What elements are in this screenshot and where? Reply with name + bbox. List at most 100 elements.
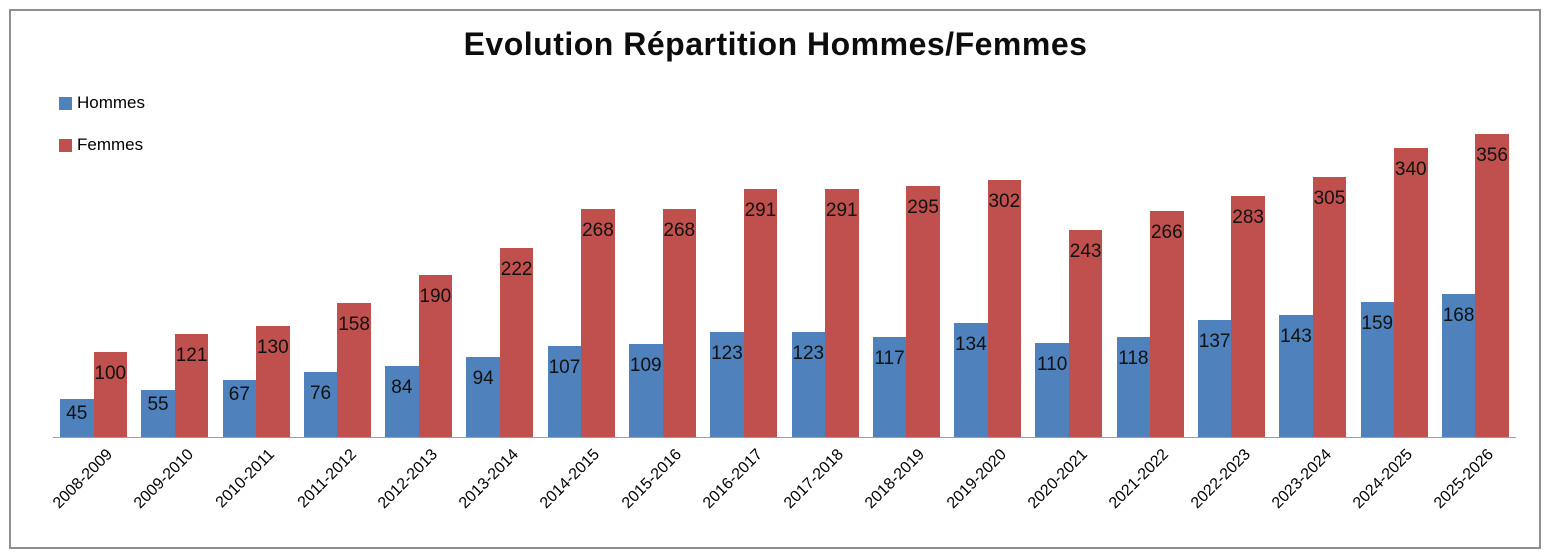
bar-femmes: 340 [1394,148,1428,437]
bar-value-label: 291 [744,200,777,221]
x-axis-label: 2015-2016 [618,446,685,513]
bar-femmes: 100 [93,352,127,437]
bar-value-label: 94 [472,368,494,389]
x-axis-label: 2013-2014 [455,446,523,513]
bar-femmes: 130 [256,326,290,437]
x-axis-label: 2009-2010 [130,446,197,513]
bar-value-label: 268 [663,220,696,241]
bar-hommes: 110 [1035,343,1069,437]
bar-femmes: 295 [906,186,940,437]
bar-value-label: 143 [1280,326,1312,347]
bar-value-label: 67 [228,384,250,405]
bar-femmes: 283 [1231,196,1265,437]
x-axis-label: 2021-2022 [1106,446,1173,513]
bar-value-label: 222 [500,259,533,280]
bar-value-label: 137 [1198,331,1231,352]
bar-femmes: 266 [1150,211,1184,437]
bar-value-label: 158 [338,314,370,335]
x-axis-label: 2019-2020 [943,446,1010,513]
bar-hommes: 45 [60,399,94,437]
x-axis-label: 2010-2011 [212,446,279,512]
bar-hommes: 76 [303,372,338,437]
bar-value-label: 266 [1150,222,1183,243]
bar-value-label: 168 [1442,305,1475,326]
bar-value-label: 76 [309,383,332,404]
chart-title: Evolution Répartition Hommes/Femmes [463,26,1088,62]
bar-value-label: 134 [954,334,987,355]
bar-hommes: 109 [629,344,663,437]
bar-value-label: 302 [988,191,1021,212]
bar-hommes: 107 [547,346,582,437]
bar-hommes: 55 [141,390,175,437]
bar-value-label: 123 [792,343,825,364]
bar-femmes: 302 [987,180,1022,437]
bar-value-label: 121 [175,345,208,366]
bar-value-label: 109 [629,355,662,376]
legend-item-femmes: Femmes [59,134,145,156]
bar-hommes: 143 [1279,315,1313,437]
x-axis-label: 2025-2026 [1431,446,1498,513]
x-axis-label: 2012-2013 [374,446,441,513]
x-axis-label: 2023-2024 [1268,446,1335,513]
bar-femmes: 158 [337,303,371,437]
bar-femmes: 356 [1475,134,1509,437]
bar-value-label: 117 [874,348,905,369]
x-axis-label: 2014-2015 [537,446,604,513]
bar-femmes: 121 [174,334,209,437]
x-axis-label: 2008-2009 [49,446,116,513]
bar-hommes: 137 [1197,320,1232,437]
legend: Hommes Femmes [59,92,145,176]
bar-value-label: 356 [1476,145,1508,166]
bar-hommes: 118 [1116,337,1151,437]
bar-hommes: 134 [954,323,988,437]
bar-value-label: 291 [825,200,858,221]
bar-value-label: 45 [66,403,88,424]
x-axis-label: 2018-2019 [862,446,929,513]
x-axis-label: 2017-2018 [781,446,848,513]
bar-value-label: 55 [147,394,169,415]
x-axis-line [53,437,1516,438]
bar-value-label: 100 [94,363,127,384]
bar-value-label: 243 [1069,241,1102,262]
bar-value-label: 118 [1118,348,1149,369]
bar-hommes: 168 [1441,294,1476,437]
x-axis-label: 2011-2012 [294,446,360,512]
bar-value-label: 190 [419,286,452,307]
bar-femmes: 291 [825,189,859,437]
bar-femmes: 268 [581,209,615,437]
hommes-swatch-icon [59,96,72,110]
bar-femmes: 222 [499,248,534,437]
bar-value-label: 159 [1361,313,1394,334]
bar-value-label: 123 [711,343,743,364]
bar-hommes: 84 [385,366,419,437]
bar-value-label: 283 [1232,207,1264,228]
bar-value-label: 340 [1394,159,1427,180]
x-axis-label: 2016-2017 [699,446,766,513]
bar-value-label: 110 [1036,354,1068,375]
bar-value-label: 305 [1313,188,1346,209]
bar-hommes: 67 [222,380,257,437]
bar-value-label: 107 [548,357,581,378]
x-axis-label: 2022-2023 [1187,446,1254,513]
bar-hommes: 123 [710,332,744,437]
x-axis-label: 2024-2025 [1349,446,1417,513]
femmes-swatch-icon [59,138,72,152]
legend-item-hommes: Hommes [59,92,145,114]
bar-hommes: 117 [872,337,907,437]
legend-label-femmes: Femmes [77,135,144,154]
bar-value-label: 295 [907,197,939,218]
bar-value-label: 268 [582,220,614,241]
x-axis-label: 2020-2021 [1024,446,1092,513]
bar-femmes: 243 [1068,230,1103,437]
bar-femmes: 291 [743,189,778,437]
bar-hommes: 94 [466,357,500,437]
bar-hommes: 159 [1360,302,1394,437]
legend-label-hommes: Hommes [77,93,146,112]
bar-value-label: 130 [256,337,289,358]
bar-value-label: 84 [391,377,413,398]
bar-femmes: 305 [1312,177,1347,437]
bar-hommes: 123 [791,332,825,437]
bar-femmes: 190 [418,275,453,437]
bar-femmes: 268 [662,209,696,437]
